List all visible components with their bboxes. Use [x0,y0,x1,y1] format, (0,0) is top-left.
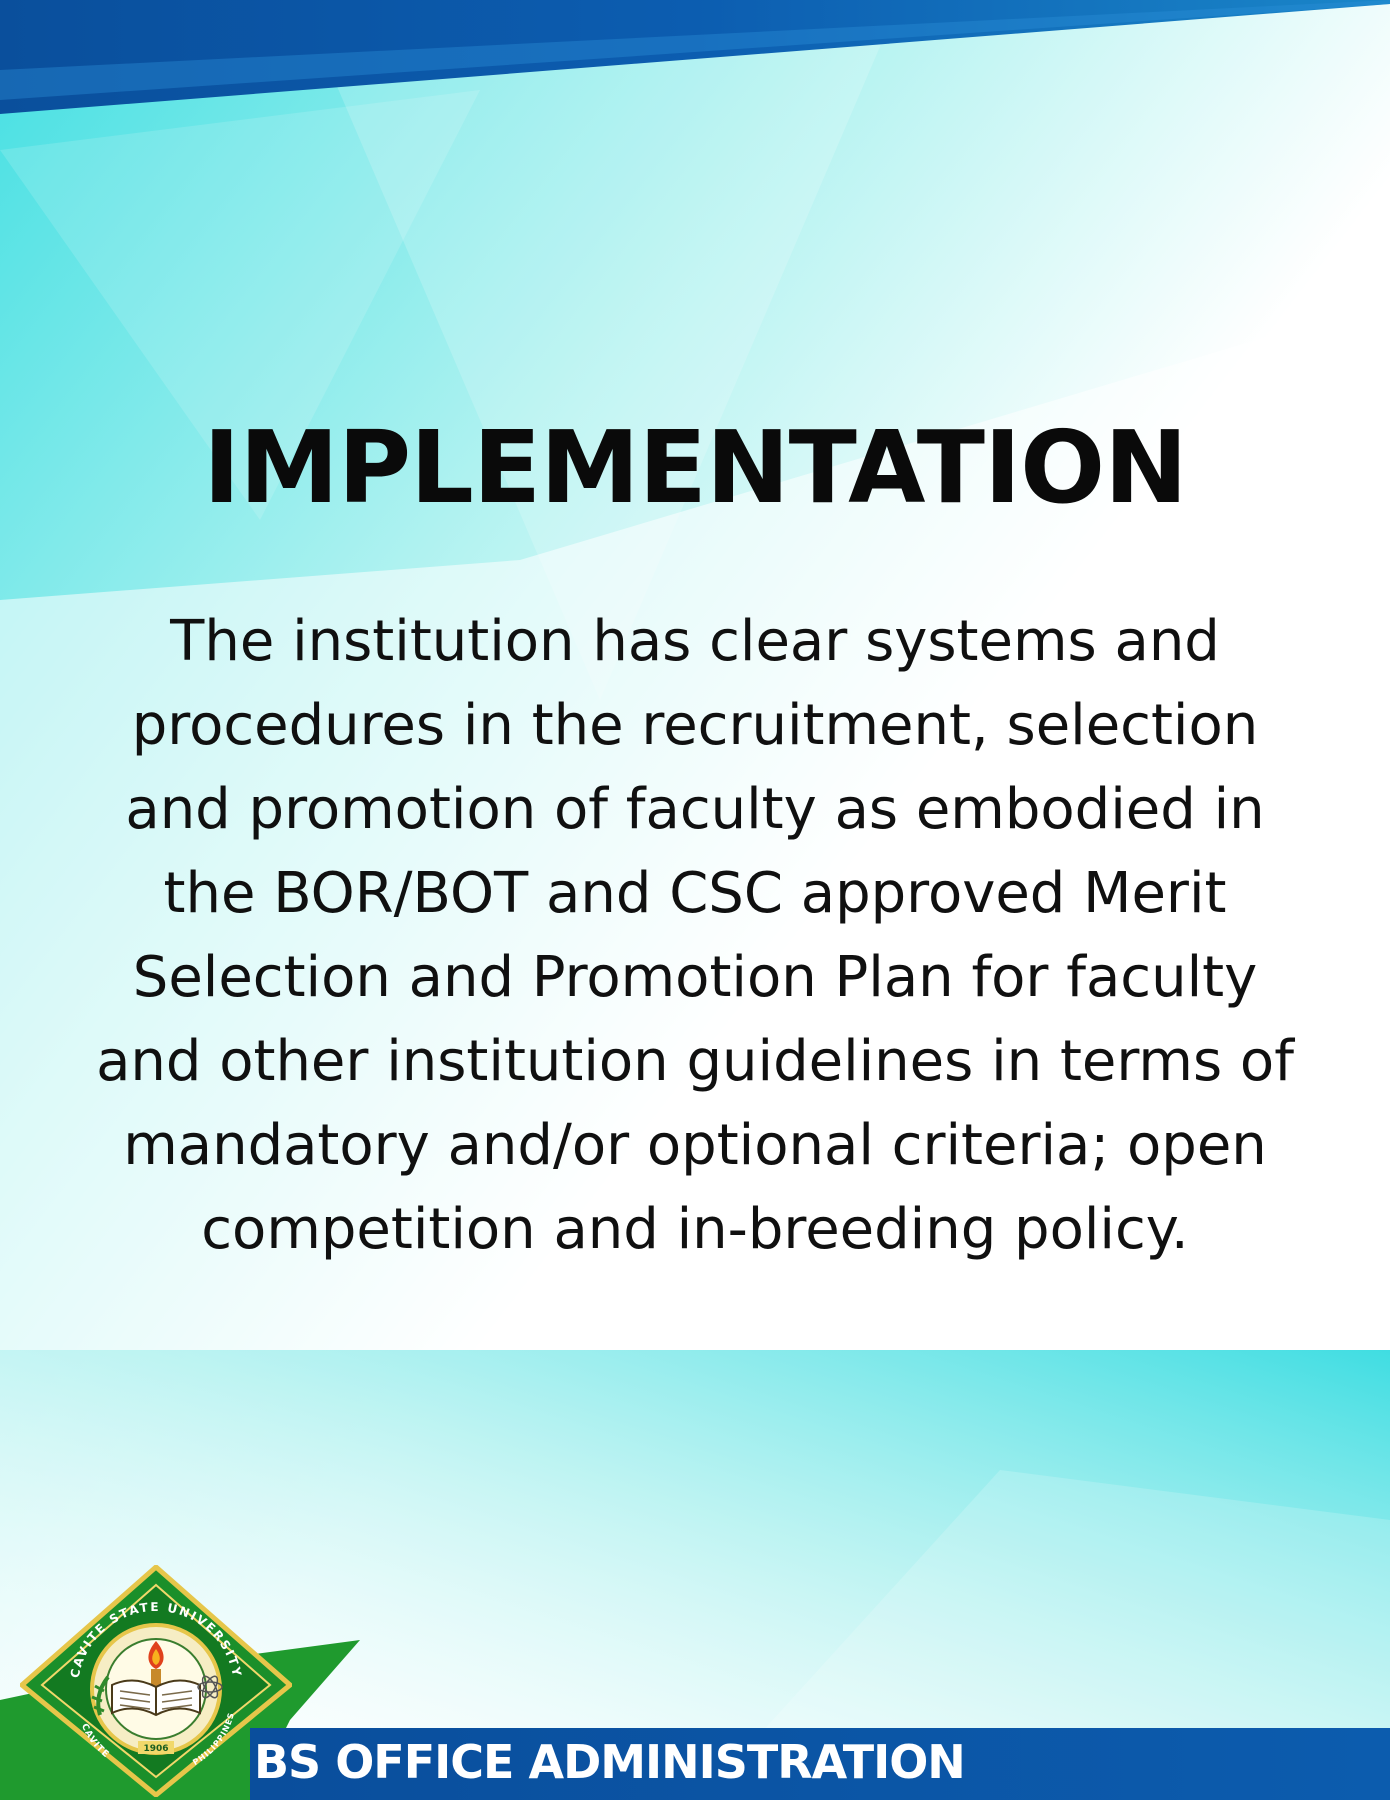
seal-year: 1906 [143,1744,168,1754]
page-title: IMPLEMENTATION [203,409,1188,526]
university-seal-icon: CAVITE STATE UNIVERSITY CAVITE PHILIPPIN… [20,1565,292,1797]
program-name: BS OFFICE ADMINISTRATION [254,1735,966,1789]
body-paragraph: The institution has clear systems and pr… [96,609,1294,1262]
